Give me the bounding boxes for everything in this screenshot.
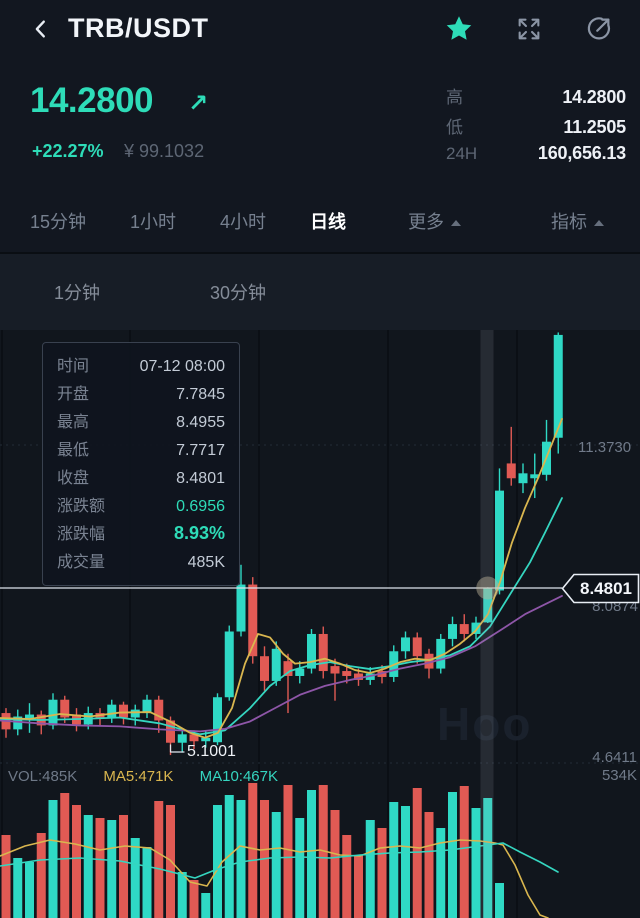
tab-more-label: 更多 bbox=[408, 212, 445, 232]
tab-4hour[interactable]: 4小时 bbox=[220, 212, 267, 232]
stat-value: 14.2800 bbox=[562, 87, 626, 107]
vol-ma5-label: MA5:471K bbox=[103, 768, 174, 785]
tooltip-value: 8.4955 bbox=[176, 414, 225, 431]
expand-icon bbox=[518, 18, 540, 39]
subtab-1min[interactable]: 1分钟 bbox=[54, 283, 101, 303]
fiat-price: ¥ 99.1032 bbox=[124, 141, 205, 161]
trend-up-arrow-icon: ↗ bbox=[188, 90, 209, 117]
tooltip-value: 0.6956 bbox=[176, 498, 225, 515]
grid-price-label: 11.3730 bbox=[578, 439, 632, 456]
price-badge-shape bbox=[561, 573, 640, 604]
tooltip-row-time: 时间 07-12 08:00 bbox=[57, 352, 225, 380]
tooltip-value: 8.93% bbox=[173, 523, 225, 543]
candle-tooltip: 时间 07-12 08:00 开盘 7.7845 最高 8.4955 最低 7.7717… bbox=[42, 342, 240, 586]
stat-label: 24H bbox=[446, 144, 478, 163]
more-timeframes-panel: 1分钟 30分钟 bbox=[0, 252, 640, 330]
back-button[interactable] bbox=[26, 14, 56, 44]
watermark: Hoo bbox=[437, 698, 532, 750]
candlestick-chart[interactable]: Hoo bbox=[0, 330, 640, 918]
volume-max-label: 534K bbox=[601, 767, 637, 784]
tooltip-label: 涨跌额 bbox=[57, 498, 106, 515]
tooltip-row-volume: 成交量 485K bbox=[57, 548, 225, 576]
tooltip-label: 涨跌幅 bbox=[57, 526, 106, 543]
tooltip-label: 成交量 bbox=[57, 554, 106, 571]
tab-indicators-dropdown[interactable]: 指标 bbox=[551, 208, 604, 234]
price-badge-value: 8.4801 bbox=[580, 579, 632, 598]
share-button[interactable] bbox=[582, 12, 616, 46]
caret-up-icon bbox=[451, 220, 462, 226]
chart-area: Hoo 时间 07-12 08:00 开盘 7.7845 最高 8.4955 最低 7.… bbox=[0, 330, 640, 918]
price-badge: 8.4801 bbox=[561, 573, 640, 604]
tab-1hour[interactable]: 1小时 bbox=[130, 212, 177, 232]
tooltip-row-close: 收盘 8.4801 bbox=[57, 464, 225, 492]
share-external-icon bbox=[587, 16, 611, 40]
tab-indicators-label: 指标 bbox=[551, 212, 587, 232]
last-price: 14.2800 bbox=[30, 81, 154, 120]
caret-up-icon bbox=[594, 220, 604, 226]
stat-24h-volume: 24H 160,656.13 bbox=[446, 143, 626, 173]
star-icon bbox=[446, 15, 472, 40]
pair-title: TRB/USDT bbox=[68, 13, 209, 43]
tooltip-row-high: 最高 8.4955 bbox=[57, 408, 225, 436]
tooltip-label: 最高 bbox=[57, 414, 90, 431]
daily-stats: 高 14.2800 低 11.2505 24H 160,656.13 bbox=[446, 83, 626, 173]
stat-label: 低 bbox=[446, 118, 463, 137]
stat-value: 160,656.13 bbox=[537, 143, 626, 163]
timeframe-tabs: 15分钟 1小时 4小时 日线 更多 指标 bbox=[0, 190, 640, 252]
price-panel: 14.2800 ↗ +22.27% ¥ 99.1032 高 14.2800 低 … bbox=[0, 57, 640, 190]
pane-low-label: 4.6411 bbox=[592, 749, 637, 766]
top-bar: TRB/USDT bbox=[0, 0, 640, 57]
tooltip-row-change-pct: 涨跌幅 8.93% bbox=[57, 520, 225, 548]
tab-daily[interactable]: 日线 bbox=[310, 212, 347, 232]
stat-value: 11.2505 bbox=[563, 117, 626, 137]
back-chevron-icon bbox=[35, 19, 45, 38]
subtab-30min[interactable]: 30分钟 bbox=[210, 283, 267, 303]
tooltip-value: 8.4801 bbox=[176, 470, 225, 487]
tooltip-value: 7.7845 bbox=[176, 386, 225, 403]
low-marker-label: 5.1001 bbox=[187, 743, 236, 760]
tooltip-label: 时间 bbox=[57, 358, 90, 375]
stat-label: 高 bbox=[446, 88, 463, 107]
tooltip-value: 485K bbox=[187, 554, 225, 571]
tooltip-label: 最低 bbox=[57, 442, 90, 459]
tooltip-label: 收盘 bbox=[57, 470, 90, 487]
fullscreen-button[interactable] bbox=[512, 12, 546, 46]
stat-low: 低 11.2505 bbox=[446, 113, 626, 143]
tooltip-row-open: 开盘 7.7845 bbox=[57, 380, 225, 408]
favorite-button[interactable] bbox=[442, 12, 476, 46]
tooltip-value: 07-12 08:00 bbox=[139, 358, 225, 375]
tooltip-row-low: 最低 7.7717 bbox=[57, 436, 225, 464]
volume-header: VOL:485K MA5:471K MA10:467K bbox=[8, 768, 278, 785]
vol-current-label: VOL:485K bbox=[8, 768, 78, 785]
tooltip-row-change: 涨跌额 0.6956 bbox=[57, 492, 225, 520]
tab-15min[interactable]: 15分钟 bbox=[30, 212, 87, 232]
tab-more-dropdown[interactable]: 更多 bbox=[408, 208, 462, 234]
tooltip-label: 开盘 bbox=[57, 386, 90, 403]
vol-ma10-label: MA10:467K bbox=[199, 768, 278, 785]
stat-high: 高 14.2800 bbox=[446, 83, 626, 113]
tooltip-value: 7.7717 bbox=[176, 442, 225, 459]
change-percent: +22.27% bbox=[32, 141, 104, 161]
